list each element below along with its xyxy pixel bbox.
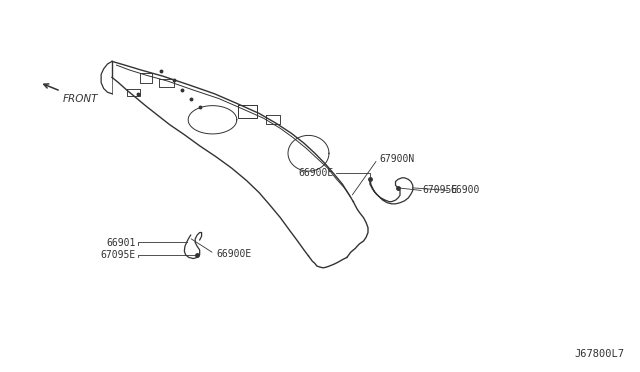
Text: 66900E: 66900E: [216, 249, 252, 259]
Text: J67800L7: J67800L7: [574, 349, 624, 359]
Text: 66900: 66900: [450, 186, 479, 195]
Text: 67095E: 67095E: [422, 186, 458, 195]
Text: 66901: 66901: [106, 238, 136, 247]
Text: FRONT: FRONT: [63, 94, 98, 104]
Text: 67095E: 67095E: [100, 250, 136, 260]
Text: 67900N: 67900N: [380, 154, 415, 164]
Text: 66900E: 66900E: [299, 168, 334, 178]
